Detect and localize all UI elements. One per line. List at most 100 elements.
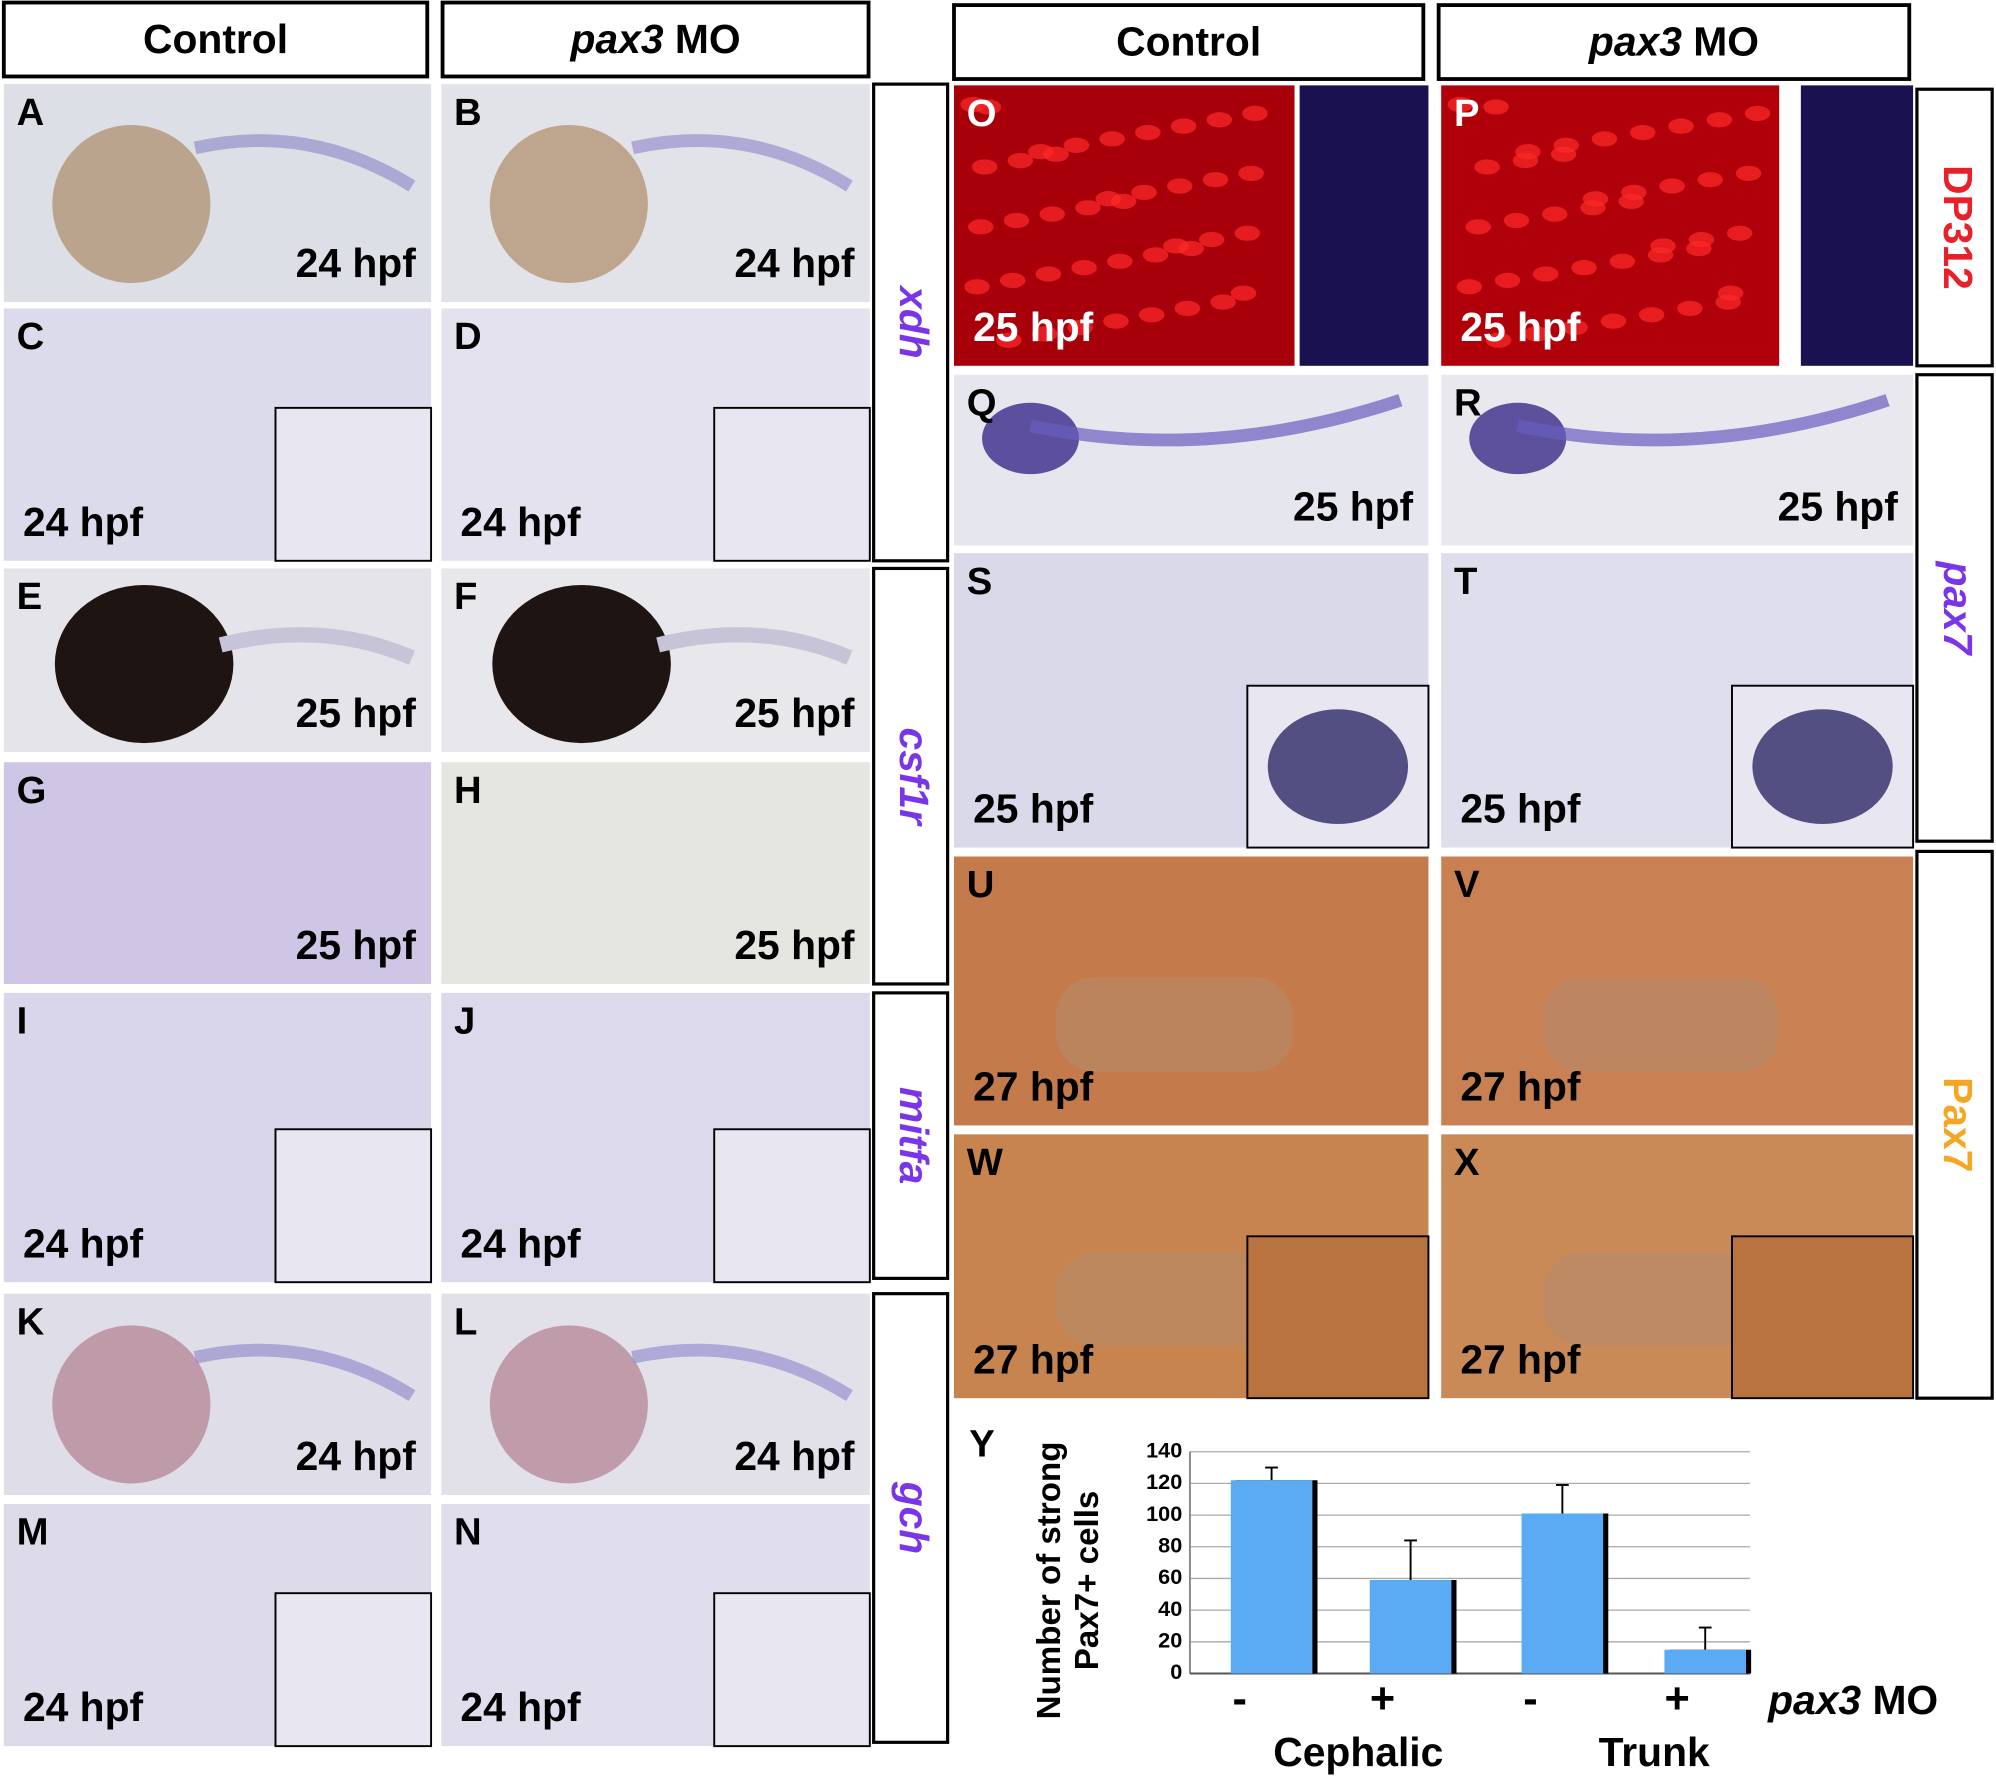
panel-letter: S	[967, 560, 993, 603]
nucleus	[1206, 112, 1233, 128]
nucleus	[1456, 279, 1483, 295]
nucleus	[1706, 112, 1732, 128]
nucleus	[1075, 200, 1101, 216]
text-part: MO	[1693, 18, 1759, 64]
time-label: 25 hpf	[296, 922, 417, 968]
inset-micrograph	[274, 1592, 433, 1748]
text-part: pax3	[1767, 1677, 1861, 1723]
embryo-yolk	[489, 124, 648, 284]
nucleus	[1230, 285, 1257, 301]
nucleus	[1600, 313, 1627, 329]
nucleus	[1580, 200, 1606, 216]
embryo-head	[1469, 402, 1567, 475]
marker-label: pax7	[1935, 561, 1981, 657]
time-label: 24 hpf	[734, 240, 855, 286]
marker-label: DP312	[1935, 165, 1981, 290]
time-label: 27 hpf	[1460, 1336, 1581, 1382]
embryo-yolk	[52, 124, 211, 284]
panel-letter: M	[17, 1511, 49, 1554]
panel-letter: A	[17, 91, 45, 134]
nucleus	[1031, 326, 1058, 342]
y-tick-label: 140	[1146, 1437, 1182, 1462]
nucleus	[1039, 206, 1065, 222]
text-part: MO	[1872, 1677, 1938, 1723]
marker-box	[1915, 849, 1994, 1400]
panel-letter: G	[17, 769, 47, 812]
y-tick-label: 120	[1146, 1469, 1182, 1494]
marker-label: mitfa	[891, 1087, 937, 1184]
group-label: Cephalic	[1273, 1729, 1443, 1775]
bar	[1521, 1513, 1604, 1674]
embryo-yolk	[489, 1325, 648, 1484]
nucleus	[1063, 137, 1090, 153]
nucleus	[1131, 184, 1157, 201]
treatment-label: pax3 MO	[1767, 1677, 1938, 1723]
time-label: 25 hpf	[973, 304, 1094, 350]
inset-micrograph	[713, 1592, 871, 1748]
yolk	[1056, 977, 1294, 1072]
nucleus	[1465, 219, 1491, 235]
nucleus	[1503, 212, 1530, 229]
nucleus	[1638, 307, 1665, 323]
y-axis-label: Number of strongPax7+ cells	[1031, 1442, 1106, 1720]
nucleus	[1483, 99, 1509, 115]
inset-micrograph	[713, 406, 871, 562]
nucleus	[1541, 206, 1568, 222]
y-tick-label: 80	[1158, 1532, 1182, 1557]
nucleus	[1512, 152, 1539, 169]
x-tick-label: -	[1523, 1675, 1537, 1723]
micrograph	[441, 762, 870, 984]
nucleus	[1138, 307, 1165, 323]
nucleus	[996, 332, 1022, 348]
nucleus	[1726, 225, 1753, 241]
nucleus	[968, 219, 994, 235]
nucleus	[1647, 247, 1674, 263]
time-label: 24 hpf	[460, 499, 581, 545]
nucleus	[1210, 294, 1236, 310]
embryo-yolk	[52, 1325, 211, 1484]
nucleus	[999, 272, 1026, 289]
group-label: Trunk	[1599, 1729, 1710, 1775]
bar	[1664, 1649, 1747, 1674]
header-label: Control	[1116, 18, 1261, 64]
embryo-tail	[218, 627, 415, 665]
nucleus	[1007, 152, 1034, 169]
marker-box	[872, 82, 950, 563]
time-label: 24 hpf	[23, 499, 144, 545]
panel-letter: N	[454, 1511, 482, 1554]
header-box	[952, 3, 1426, 81]
panel-letter: W	[967, 1141, 1004, 1184]
time-label: 25 hpf	[734, 690, 855, 736]
embryo-tail	[631, 1343, 853, 1402]
time-label: 24 hpf	[296, 240, 417, 286]
nucleus	[1618, 193, 1644, 210]
y-tick-label: 100	[1146, 1501, 1182, 1526]
nucleus	[1135, 124, 1161, 141]
nucleus	[1067, 319, 1094, 336]
embryo-tail	[656, 627, 853, 665]
time-label: 25 hpf	[1460, 304, 1581, 350]
embryo-tail	[193, 134, 416, 192]
nucleus	[1178, 240, 1204, 257]
text-part: pax3	[1588, 18, 1682, 64]
panel-letter: L	[454, 1300, 477, 1343]
nucleus	[1735, 165, 1762, 181]
nucleus	[1609, 253, 1636, 269]
panel-letter: B	[454, 91, 482, 134]
nucleus	[1550, 146, 1577, 162]
embryo-yolk	[54, 585, 234, 744]
header-label: pax3 MO	[570, 16, 741, 62]
inset-micrograph	[1800, 85, 1914, 366]
nucleus	[1035, 266, 1062, 282]
nucleus	[1198, 231, 1225, 248]
panel-letter: F	[454, 575, 477, 618]
time-label: 24 hpf	[23, 1220, 144, 1266]
nucleus	[1591, 131, 1618, 147]
text-part: pax3	[570, 16, 664, 62]
time-label: 24 hpf	[460, 1684, 581, 1730]
marker-box	[872, 1292, 950, 1744]
bar	[1369, 1580, 1452, 1674]
text-part: Pax7+ cells	[1069, 1491, 1106, 1671]
x-tick-label: +	[1370, 1675, 1395, 1723]
